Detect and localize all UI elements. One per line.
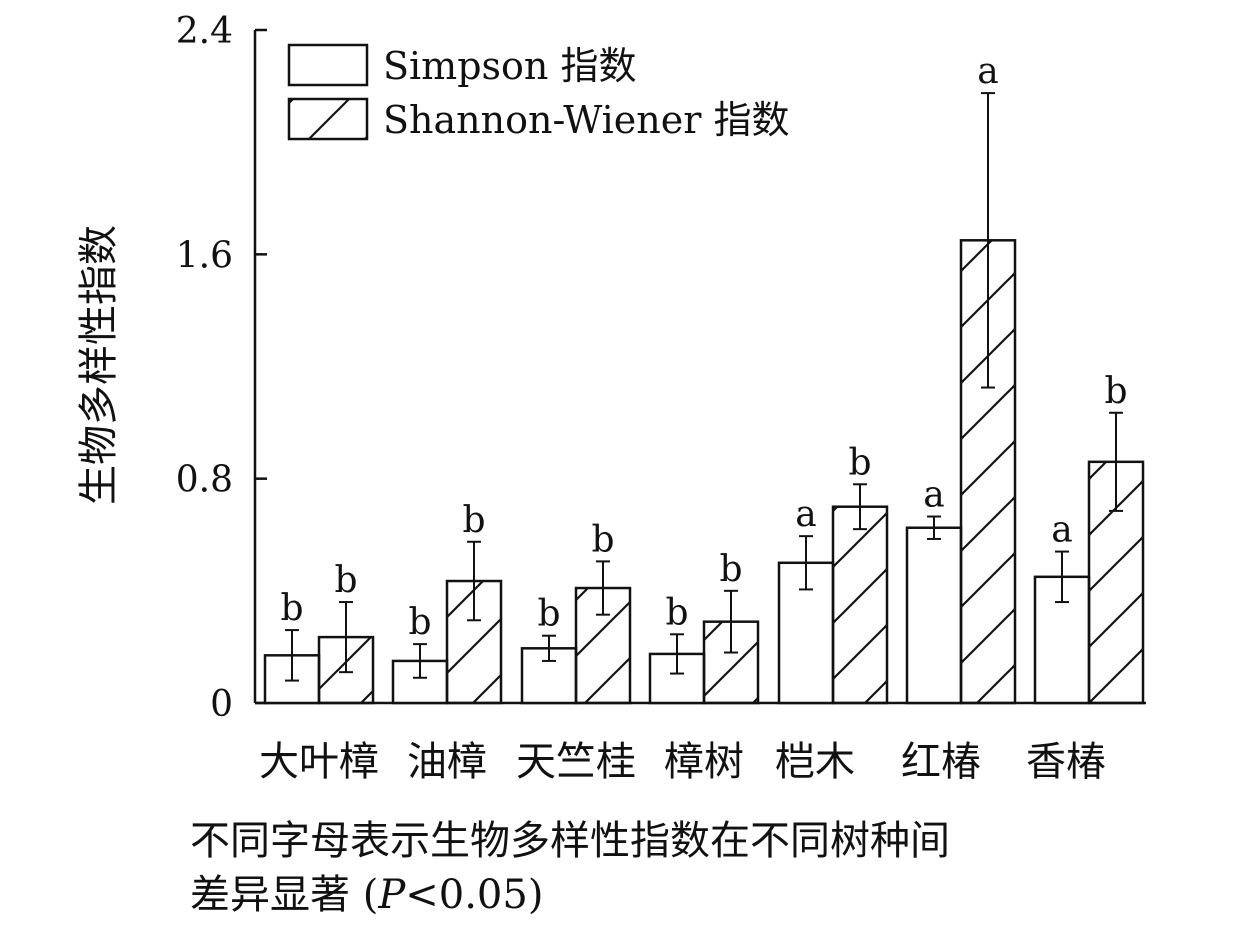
caption-suffix: <0.05) [405, 872, 544, 918]
significance-letter: b [665, 592, 688, 633]
y-axis-label: 生物多样性指数 [76, 225, 122, 505]
bar [831, 505, 889, 705]
category-label: 天竺桂 [516, 739, 636, 785]
legend-swatch [287, 43, 369, 87]
y-tick-label: 2.4 [176, 11, 233, 52]
category-label: 香椿 [1026, 739, 1106, 785]
significance-letter: a [1051, 510, 1072, 551]
significance-letter: b [462, 500, 485, 541]
category-label: 桤木 [775, 739, 855, 785]
significance-letter: b [408, 602, 431, 643]
category-label: 油樟 [407, 739, 487, 785]
significance-letter: a [923, 475, 944, 516]
category-label: 大叶樟 [259, 739, 379, 785]
significance-letter: b [537, 594, 560, 635]
significance-letter: b [591, 519, 614, 560]
caption-p-symbol: P [378, 872, 406, 918]
significance-letter: b [848, 442, 871, 483]
legend-label: Simpson 指数 [383, 44, 636, 88]
y-tick-label: 0 [210, 684, 233, 725]
category-label: 樟树 [664, 739, 744, 785]
legend: Simpson 指数 Shannon-Wiener 指数 [287, 43, 789, 142]
significance-letter: a [795, 494, 816, 535]
caption-line-1: 不同字母表示生物多样性指数在不同树种间 [190, 818, 950, 864]
bar [520, 647, 578, 705]
significance-letter: b [280, 588, 303, 629]
significance-letter: b [334, 560, 357, 601]
significance-letter: b [1104, 371, 1127, 412]
legend-label: Shannon-Wiener 指数 [383, 98, 789, 142]
y-tick-label: 0.8 [176, 460, 233, 501]
caption-prefix: 差异显著 ( [190, 872, 379, 918]
y-tick-label: 1.6 [176, 235, 233, 276]
category-label: 红椿 [901, 739, 981, 785]
significance-letter: a [977, 51, 998, 92]
bar [905, 526, 963, 705]
legend-swatch [287, 97, 369, 141]
caption-line-2: 差异显著 (P<0.05) [190, 862, 543, 920]
significance-letter: b [719, 549, 742, 590]
